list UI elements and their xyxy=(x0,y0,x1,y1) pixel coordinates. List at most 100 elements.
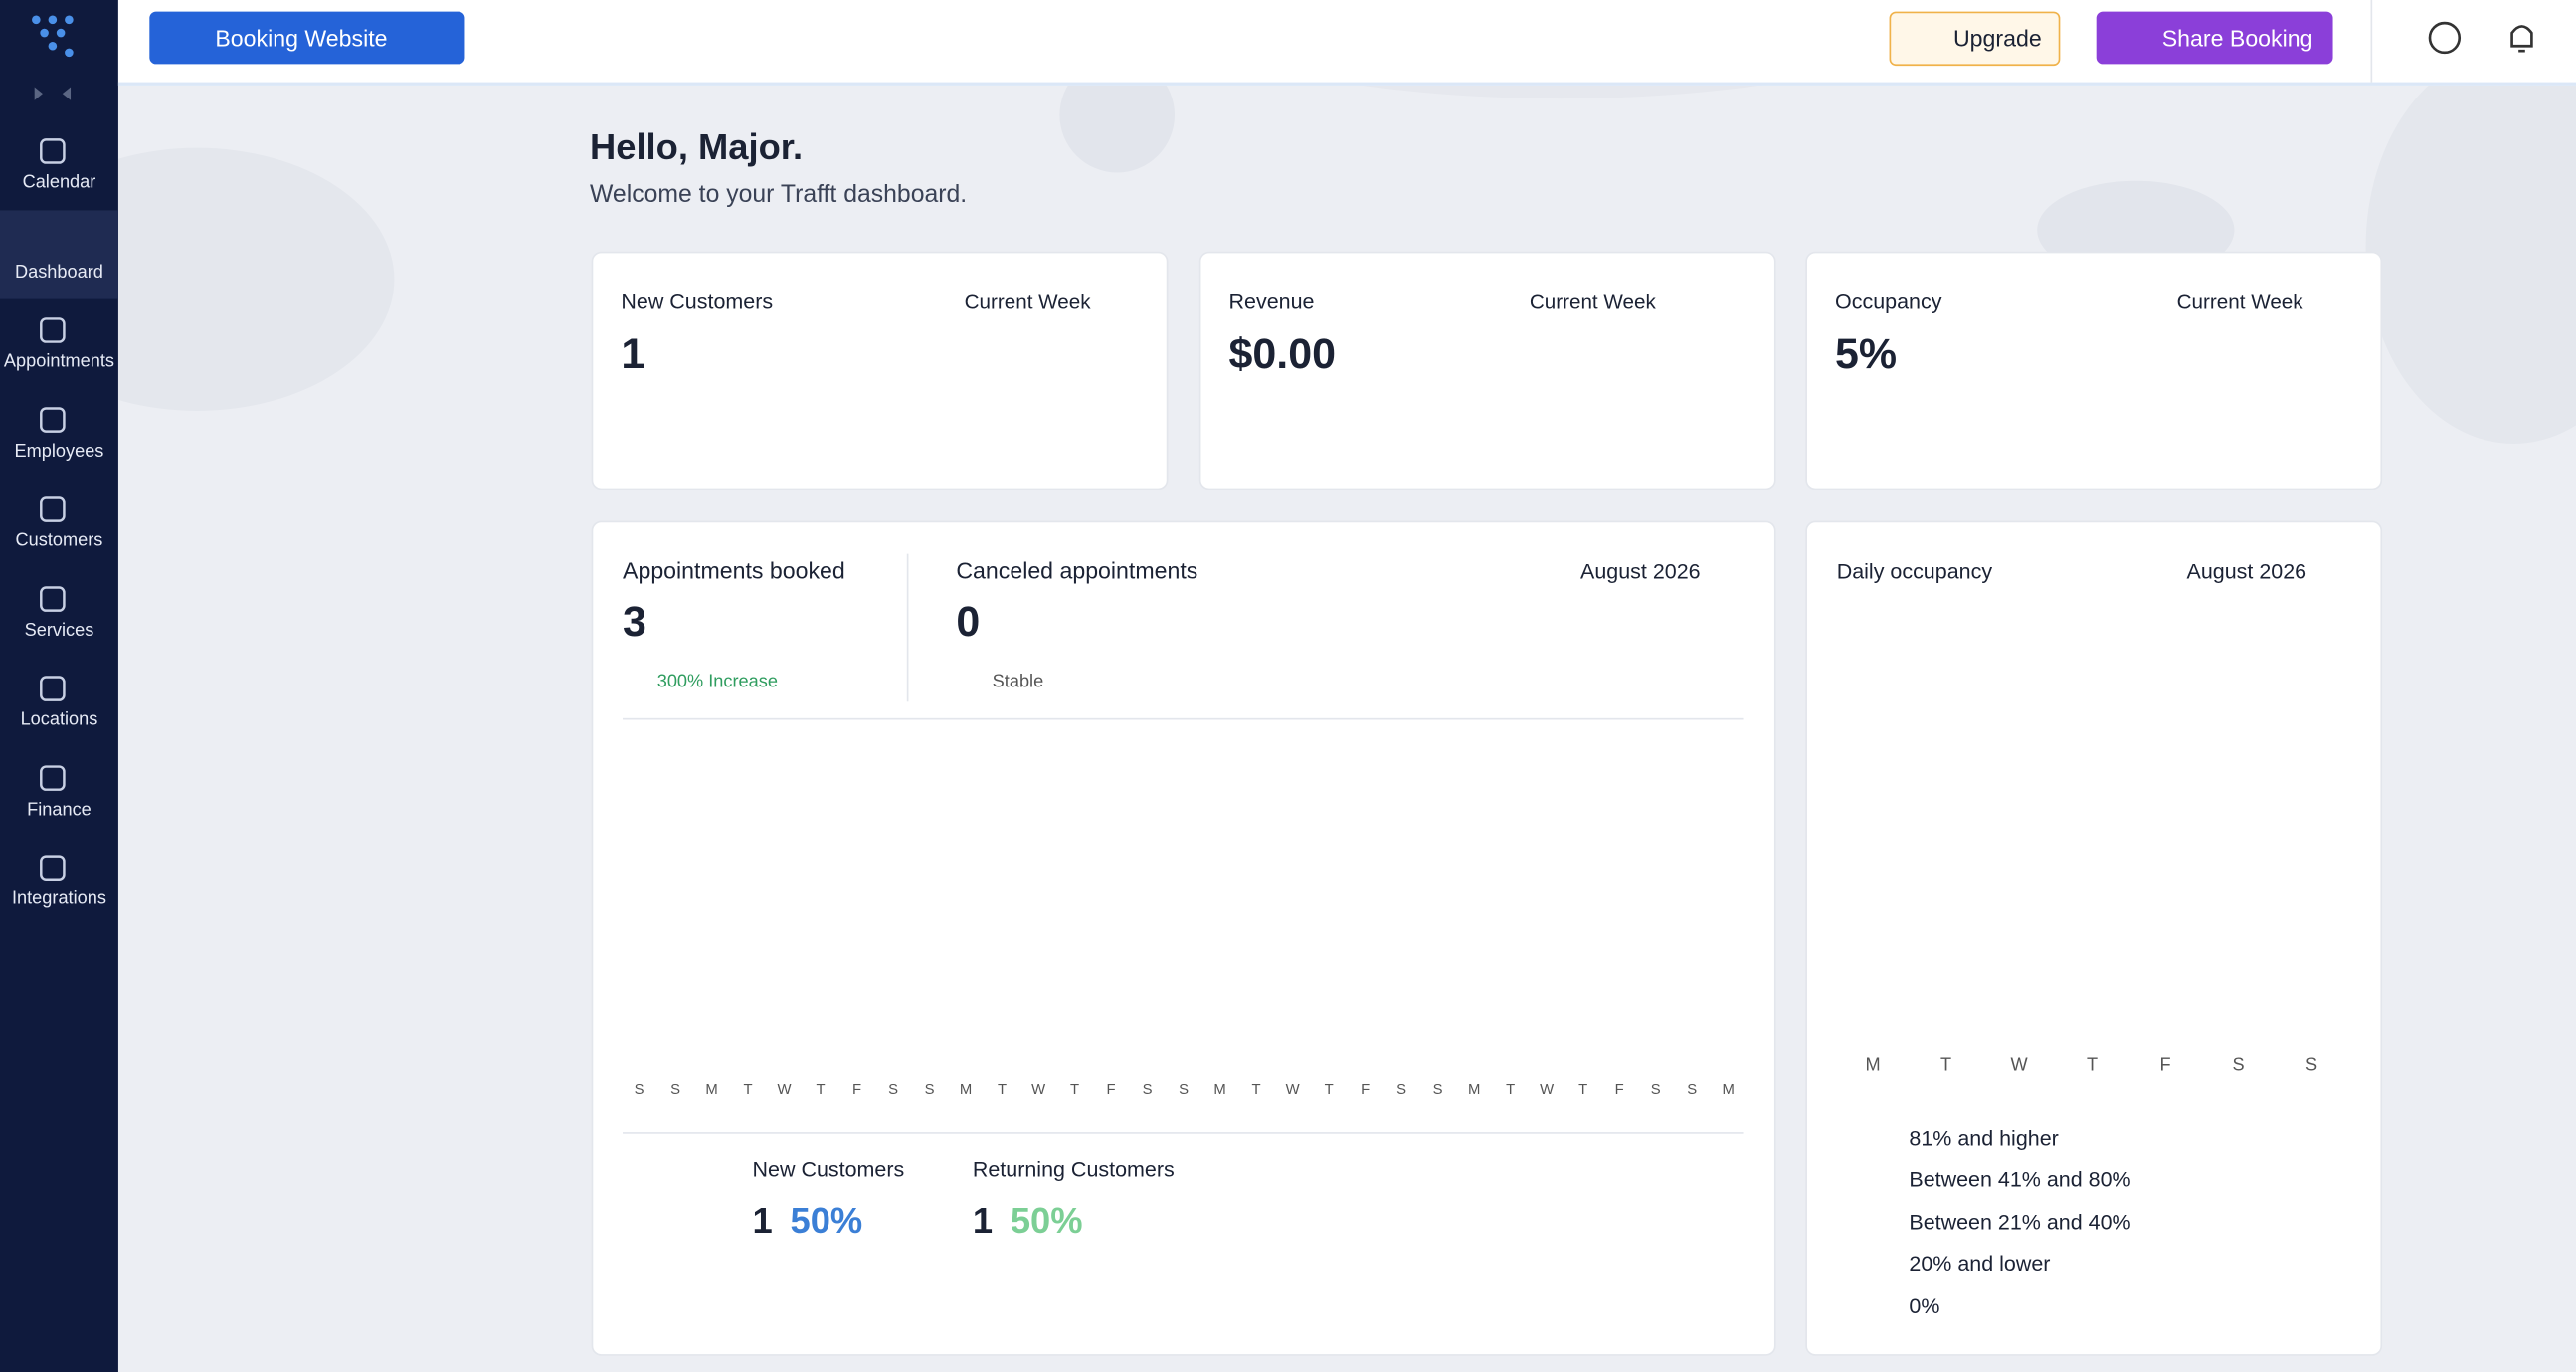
nav-item[interactable]: Customers xyxy=(15,530,103,551)
x-tick-label: S xyxy=(1179,1080,1190,1098)
nav-item[interactable]: Dashboard xyxy=(14,262,103,283)
nav-icon xyxy=(40,407,66,433)
x-tick-label: M xyxy=(1722,1080,1735,1098)
legend-label: Between 41% and 80% xyxy=(1909,1167,2131,1193)
x-tick-label: S xyxy=(670,1080,681,1098)
stat-change: 300% Increase xyxy=(656,672,778,692)
nav-active-bg xyxy=(0,209,118,298)
nav-icon xyxy=(40,676,66,701)
stat-label: Appointments booked xyxy=(623,556,845,584)
nav-item[interactable]: Services xyxy=(24,620,94,641)
nav-icon xyxy=(40,765,66,791)
x-tick-label: S xyxy=(924,1080,935,1098)
period-dropdown[interactable]: Current Week xyxy=(2176,291,2303,314)
greeting-title: Hello, Major. xyxy=(589,126,804,168)
card-title: Daily occupancy xyxy=(1836,558,1993,584)
nav-item[interactable]: Integrations xyxy=(11,888,106,909)
x-tick-label: S xyxy=(1687,1080,1698,1098)
share-button[interactable] xyxy=(2096,11,2333,65)
kpi-value: 5% xyxy=(1835,328,1898,378)
period-dropdown[interactable]: August 2026 xyxy=(2186,558,2307,584)
kpi-label: Revenue xyxy=(1228,289,1315,314)
x-tick-label: W xyxy=(1031,1080,1046,1098)
x-tick-label: T xyxy=(743,1080,753,1098)
nav-item[interactable]: Calendar xyxy=(22,172,96,193)
x-tick-label: M xyxy=(1467,1080,1481,1098)
x-tick-label: T xyxy=(1070,1080,1080,1098)
share-label: Share Booking xyxy=(2161,24,2313,52)
customer-share: 50% xyxy=(790,1199,863,1242)
greeting-subtitle: Welcome to your Trafft dashboard. xyxy=(589,180,968,209)
customer-label: Returning Customers xyxy=(972,1156,1175,1182)
customer-share: 50% xyxy=(1010,1199,1083,1242)
weekday-label: S xyxy=(2232,1055,2245,1076)
x-tick-label: T xyxy=(1578,1080,1588,1098)
x-tick-label: S xyxy=(1432,1080,1443,1098)
help-icon xyxy=(2428,21,2462,55)
logo-dot xyxy=(40,28,49,38)
legend-label: 0% xyxy=(1909,1292,1940,1318)
kpi-card xyxy=(1805,251,2383,490)
nav-icon xyxy=(40,855,66,881)
customer-count: 1 xyxy=(752,1199,773,1242)
kpi-label: New Customers xyxy=(621,289,774,314)
x-tick-label: W xyxy=(777,1080,792,1098)
x-tick-label: M xyxy=(1213,1080,1226,1098)
weekday-label: W xyxy=(2010,1055,2028,1076)
weekday-label: T xyxy=(2086,1055,2099,1076)
x-tick-label: F xyxy=(1106,1080,1116,1098)
x-tick-label: T xyxy=(998,1080,1008,1098)
stat-value: 0 xyxy=(956,596,981,647)
x-tick-label: F xyxy=(852,1080,862,1098)
upgrade-label: Upgrade xyxy=(1952,24,2042,52)
occupancy-card xyxy=(1805,520,2383,1356)
weekday-label: S xyxy=(2305,1055,2318,1076)
x-tick-label: T xyxy=(1251,1080,1261,1098)
x-tick-label: S xyxy=(888,1080,899,1098)
legend-label: Between 21% and 40% xyxy=(1909,1209,2131,1235)
x-tick-label: M xyxy=(705,1080,718,1098)
x-tick-label: F xyxy=(1614,1080,1624,1098)
stat-value: 3 xyxy=(623,596,646,647)
nav-icon xyxy=(40,586,66,612)
x-tick-label: W xyxy=(1285,1080,1300,1098)
legend-label: 81% and higher xyxy=(1909,1125,2059,1151)
customer-count: 1 xyxy=(972,1199,994,1242)
x-tick-label: T xyxy=(1324,1080,1334,1098)
nav-item[interactable]: Finance xyxy=(27,799,92,820)
nav-icon xyxy=(40,317,66,343)
x-tick-label: F xyxy=(1361,1080,1371,1098)
bell-icon xyxy=(2510,25,2533,53)
x-tick-label: T xyxy=(816,1080,826,1098)
nav-item[interactable]: Employees xyxy=(14,441,104,462)
nav-item[interactable]: Locations xyxy=(20,709,98,730)
separator xyxy=(623,1132,1744,1134)
logo-dot xyxy=(32,15,41,25)
x-tick-label: W xyxy=(1540,1080,1555,1098)
nav-item[interactable]: Appointments xyxy=(3,351,115,372)
stat-change: Stable xyxy=(992,672,1044,692)
appointments-card xyxy=(591,520,1776,1356)
weekday-label: M xyxy=(1865,1055,1881,1076)
period-dropdown[interactable]: Current Week xyxy=(1529,291,1656,314)
x-tick-label: S xyxy=(1650,1080,1661,1098)
x-tick-label: S xyxy=(1142,1080,1153,1098)
logo-dot xyxy=(48,15,58,25)
site-button-label: Booking Website xyxy=(215,24,388,52)
customer-label: New Customers xyxy=(752,1156,905,1182)
logo-dot xyxy=(56,28,66,38)
kpi-card xyxy=(1198,251,1776,490)
site-button[interactable] xyxy=(149,11,465,65)
stat-divider xyxy=(906,553,909,702)
period-dropdown[interactable]: Current Week xyxy=(964,291,1091,314)
period-dropdown[interactable]: August 2026 xyxy=(1580,558,1701,584)
upgrade-button[interactable] xyxy=(1889,11,2061,67)
logo-dot xyxy=(48,41,58,51)
kpi-value: $0.00 xyxy=(1228,328,1337,378)
nav-icon xyxy=(40,496,66,522)
x-tick-label: S xyxy=(1396,1080,1407,1098)
kpi-label: Occupancy xyxy=(1835,289,1942,314)
legend-label: 20% and lower xyxy=(1909,1251,2051,1276)
